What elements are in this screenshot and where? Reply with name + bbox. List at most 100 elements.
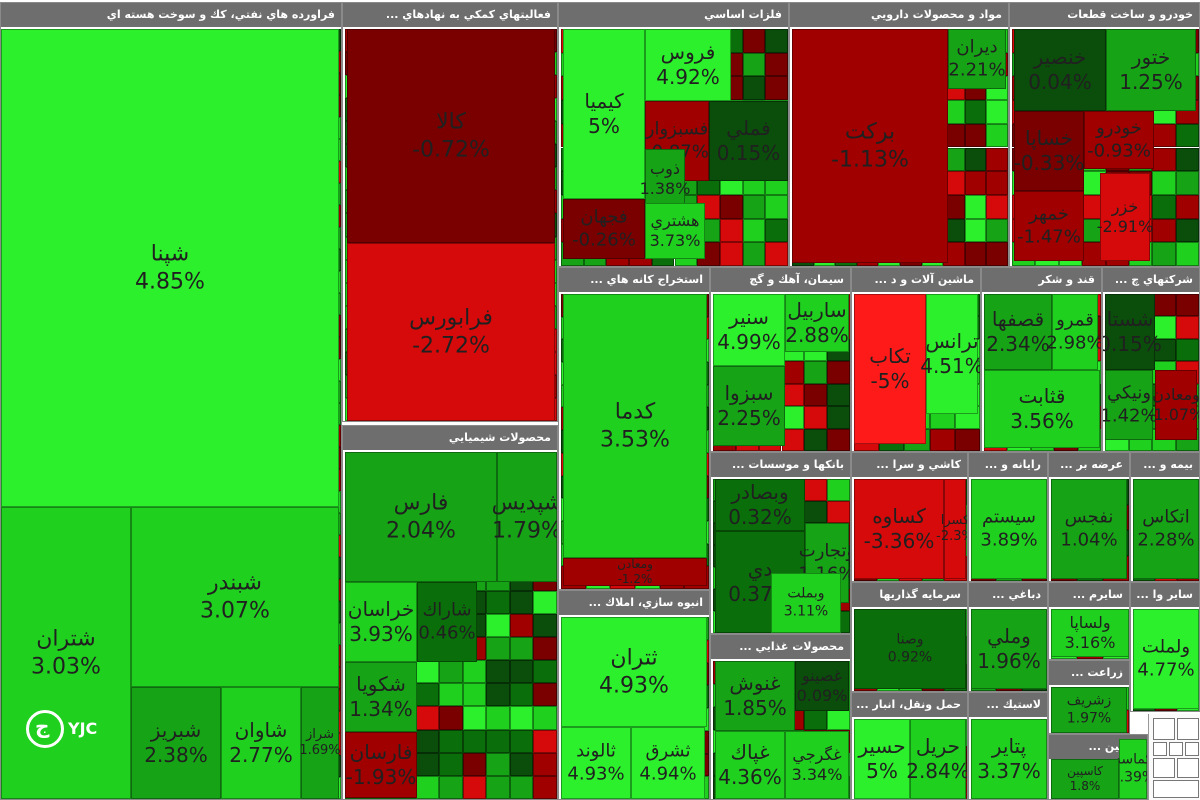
- stock-tile[interactable]: غصينو 0.09%: [795, 661, 849, 711]
- stock-tile[interactable]: سنير 4.99%: [713, 294, 785, 366]
- minor-stock-tile: [1175, 171, 1199, 195]
- stock-tile[interactable]: شپنا 4.85%: [1, 29, 339, 507]
- sector-header: ساير وا ...: [1131, 583, 1199, 607]
- stock-tile[interactable]: ولملت 4.77%: [1133, 609, 1199, 709]
- stock-tile[interactable]: ترانس 4.51%: [920, 294, 980, 414]
- stock-change: 2.77%: [229, 743, 293, 767]
- stock-tile[interactable]: ثتران 4.93%: [561, 617, 707, 727]
- stock-change: 5%: [866, 759, 898, 783]
- stock-tile[interactable]: خساپا -0.33%: [1014, 111, 1084, 191]
- sector-20: سايرم ... ولساپا 3.16%: [1048, 582, 1130, 660]
- stock-change: 1.79%: [492, 518, 558, 543]
- stock-tile[interactable]: تكاب -5%: [854, 294, 926, 444]
- stock-tile[interactable]: شستا 0.15%: [1103, 294, 1162, 370]
- minor-stock-tile: [719, 218, 743, 243]
- stock-change: -2.91%: [1096, 217, 1154, 236]
- stock-tile[interactable]: ومعادن -1.07%: [1148, 370, 1199, 440]
- stock-symbol: كيميا: [584, 89, 624, 113]
- stock-symbol: غنوش: [729, 671, 781, 695]
- stock-tile[interactable]: اتكاس 2.28%: [1133, 479, 1199, 579]
- stock-tile[interactable]: شبندر 3.07%: [131, 507, 339, 687]
- stock-tile[interactable]: شبريز 2.38%: [131, 687, 221, 799]
- sector-header: زراعت ...: [1049, 661, 1129, 685]
- stock-tile[interactable]: ذوب 1.38%: [640, 149, 690, 209]
- stock-change: 2.88%: [785, 323, 849, 347]
- stock-tile[interactable]: فارسان -1.93%: [345, 732, 417, 798]
- stock-tile[interactable]: شپديس 1.79%: [492, 452, 557, 582]
- stock-tile[interactable]: ومعادن -1.2%: [563, 557, 707, 586]
- stock-tile[interactable]: سبزوا 2.25%: [713, 366, 785, 446]
- minor-stock-tile: [804, 406, 828, 429]
- stock-symbol: ترانس: [925, 329, 979, 353]
- sector-header: شركتهاي چ ...: [1103, 268, 1199, 292]
- stock-tile[interactable]: پتاير 3.37%: [971, 719, 1047, 799]
- minor-stock-tile: [986, 171, 1008, 195]
- stock-tile[interactable]: غپاك 4.36%: [715, 731, 785, 799]
- stock-change: 1.38%: [639, 179, 691, 198]
- stock-tile[interactable]: ساربيل 2.88%: [785, 294, 849, 352]
- stock-tile[interactable]: سيستم 3.89%: [971, 479, 1047, 579]
- stock-tile[interactable]: ثالوند 4.93%: [561, 727, 631, 799]
- stock-tile[interactable]: كدما 3.53%: [563, 294, 707, 558]
- stock-tile[interactable]: قمرو 2.98%: [1046, 294, 1101, 370]
- stock-change: 0.15%: [716, 141, 781, 165]
- stock-tile[interactable]: كالا -0.72%: [347, 29, 555, 243]
- stock-symbol: خزر: [1111, 197, 1139, 216]
- stock-tile[interactable]: كماسه4.39%: [1111, 739, 1147, 799]
- stock-symbol: خودرو: [1096, 117, 1142, 139]
- minor-stock-tile: [486, 775, 510, 799]
- stock-tile[interactable]: فارس 2.04%: [345, 452, 497, 582]
- stock-tile[interactable]: خودرو -0.93%: [1084, 111, 1154, 169]
- stock-symbol: كاسپين: [1067, 764, 1103, 778]
- stock-tile[interactable]: نفجس 1.04%: [1051, 479, 1127, 579]
- stock-tile[interactable]: هشتري 3.73%: [645, 203, 705, 259]
- stock-tile[interactable]: فملي 0.15%: [709, 101, 788, 181]
- stock-tile[interactable]: خراسان 3.93%: [345, 582, 417, 662]
- stock-tile[interactable]: خمهر -1.47%: [1014, 191, 1084, 261]
- stock-tile[interactable]: كساوه -3.36%: [854, 479, 944, 579]
- stock-tile[interactable]: خزر -2.91%: [1097, 173, 1153, 261]
- stock-tile[interactable]: شراز 1.69%: [299, 687, 341, 799]
- minor-stock-tile: [462, 660, 487, 684]
- stock-tile[interactable]: زشريف 1.97%: [1051, 687, 1127, 733]
- minor-stock-tile: [533, 660, 557, 684]
- stock-tile[interactable]: وملي 1.96%: [971, 609, 1047, 689]
- stock-tile[interactable]: ولساپا 3.16%: [1051, 609, 1129, 657]
- sector-header: رايانه و ...: [969, 453, 1047, 477]
- stock-tile[interactable]: وبملت 3.11%: [771, 573, 841, 633]
- stock-tile[interactable]: حريل 2.84%: [906, 719, 967, 799]
- stock-tile[interactable]: ديران 2.21%: [948, 29, 1006, 89]
- stock-change: 4.93%: [599, 673, 669, 698]
- sector-header: فعاليتهاي كمكي به نهادهاي ...: [343, 3, 557, 27]
- stock-symbol: فسبزوار: [645, 118, 709, 140]
- minor-stock-tile: [1175, 316, 1199, 339]
- stock-tile[interactable]: غنوش 1.85%: [715, 661, 795, 731]
- sector-2: فلزات اساسيفولاد1.11%فروس4.92%كيميا5%فمل…: [558, 2, 789, 267]
- stock-tile[interactable]: بركت -1.13%: [792, 29, 948, 263]
- stock-tile[interactable]: فجهان -0.26%: [563, 199, 645, 259]
- stock-tile[interactable]: كسرا-2.3%: [936, 479, 967, 579]
- stock-tile[interactable]: شكويا 1.34%: [345, 662, 417, 732]
- stock-tile[interactable]: شاوان 2.77%: [221, 687, 301, 799]
- stock-tile[interactable]: وصنا 0.92%: [854, 609, 966, 689]
- stock-change: 2.38%: [144, 743, 208, 767]
- yjc-logo: ج YJC: [26, 710, 106, 790]
- stock-symbol: وصنا: [896, 631, 924, 648]
- stock-tile[interactable]: فروس 4.92%: [645, 29, 731, 101]
- stock-tile[interactable]: قصفها 2.34%: [984, 294, 1052, 370]
- minor-stock-tile: [986, 194, 1008, 219]
- stock-tile[interactable]: غگرجي 3.34%: [785, 731, 849, 799]
- stock-tile[interactable]: شاراك 0.46%: [417, 582, 477, 662]
- stock-tile[interactable]: ثشرق 4.94%: [631, 727, 705, 799]
- sector-10: محصولات شيميايي فارس 2.04% شپديس 1.79% خراسان…: [342, 425, 558, 800]
- stock-tile[interactable]: حسير 5%: [854, 719, 910, 799]
- stock-tile[interactable]: كاسپين 1.8%: [1051, 759, 1119, 799]
- stock-tile[interactable]: ختور 1.25%: [1106, 29, 1196, 111]
- stock-tile[interactable]: فرابورس -2.72%: [347, 243, 555, 421]
- stock-tile[interactable]: خنصير 0.04%: [1014, 29, 1106, 111]
- stock-tile[interactable]: قثابت 3.56%: [984, 370, 1100, 448]
- stock-tile[interactable]: كيميا 5%: [563, 29, 645, 199]
- stock-tile[interactable]: وبصادر 0.32%: [715, 479, 805, 531]
- stock-tile[interactable]: ونيكي 1.42%: [1103, 370, 1158, 440]
